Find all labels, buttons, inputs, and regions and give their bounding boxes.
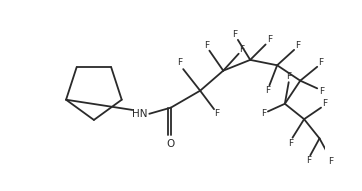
Text: F: F xyxy=(239,45,244,54)
Text: F: F xyxy=(295,41,300,50)
Text: F: F xyxy=(319,87,324,96)
Text: F: F xyxy=(215,109,220,118)
Text: F: F xyxy=(232,30,237,39)
Text: O: O xyxy=(167,139,175,149)
Text: F: F xyxy=(267,35,272,44)
Text: F: F xyxy=(261,109,266,118)
Text: F: F xyxy=(322,99,328,108)
Text: F: F xyxy=(178,58,183,67)
Text: HN: HN xyxy=(132,109,148,119)
Text: F: F xyxy=(286,72,291,81)
Text: F: F xyxy=(328,157,333,166)
Text: F: F xyxy=(265,86,270,95)
Text: F: F xyxy=(319,58,324,67)
Text: F: F xyxy=(288,138,293,147)
Text: F: F xyxy=(204,41,209,50)
Text: F: F xyxy=(306,156,311,165)
